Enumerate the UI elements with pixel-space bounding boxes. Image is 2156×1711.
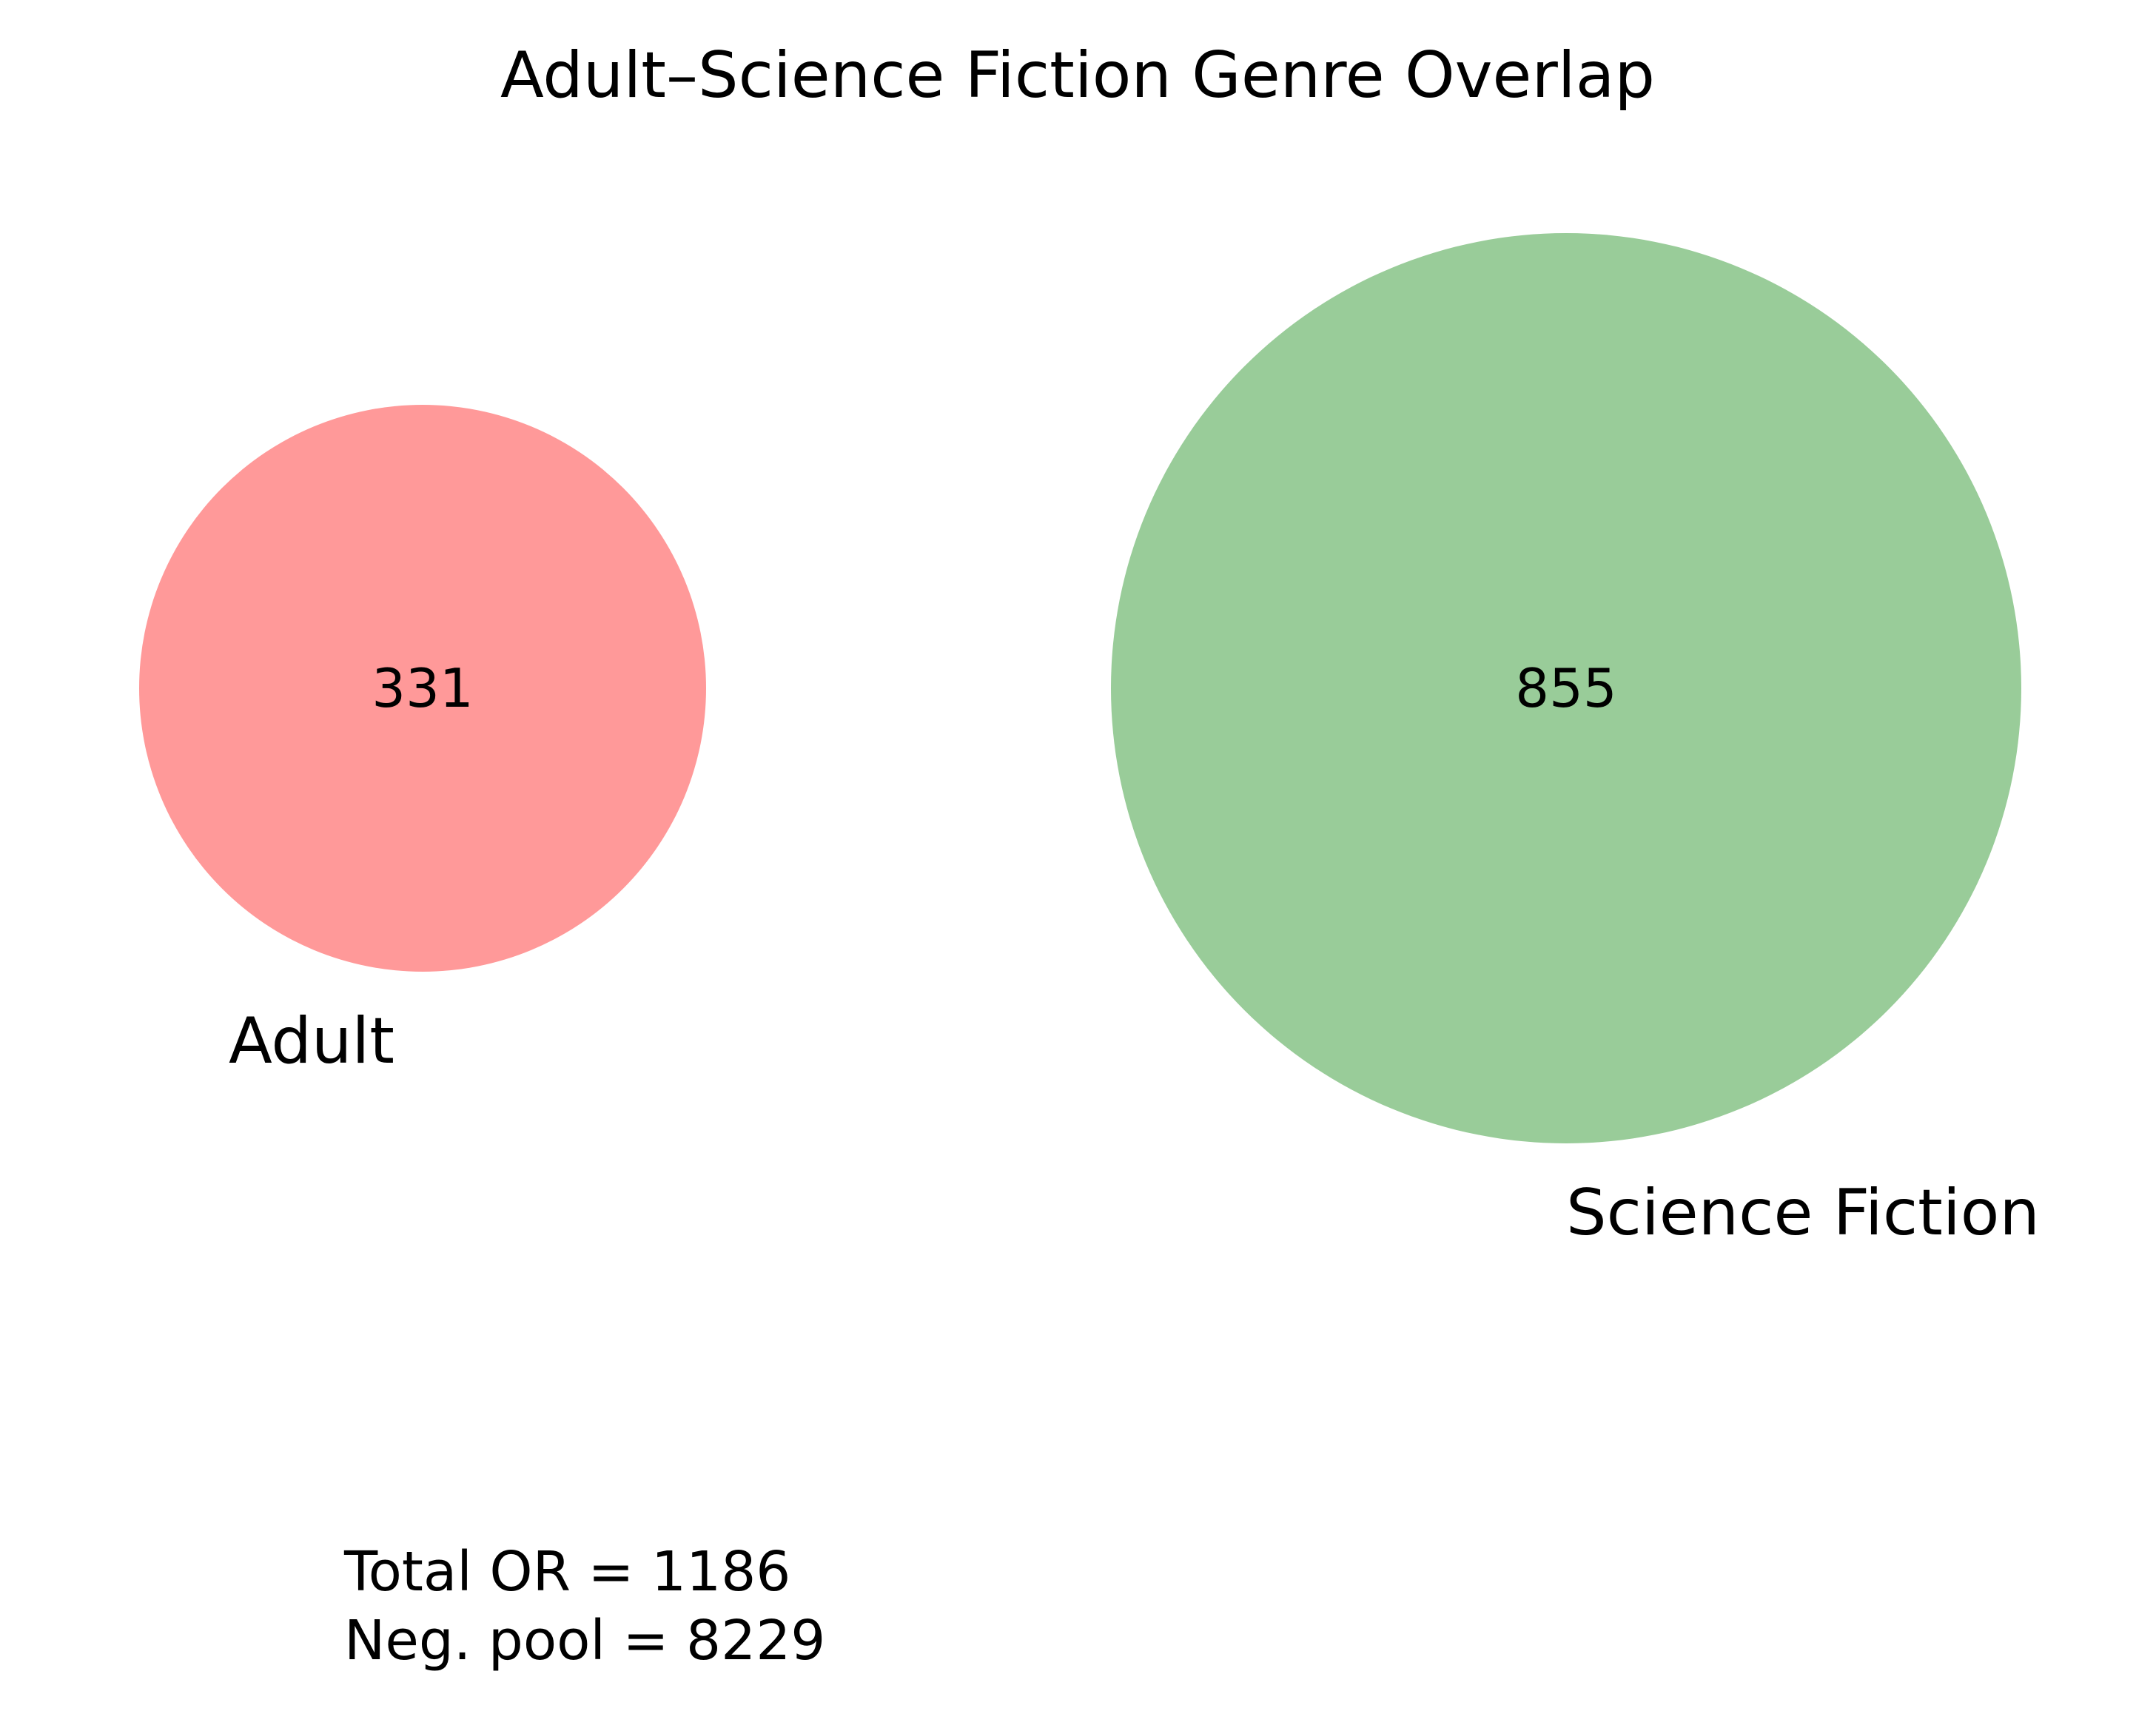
venn-count-science-fiction: 855	[1515, 657, 1616, 719]
venn-label-science-fiction: Science Fiction	[1566, 1176, 2040, 1250]
venn-label-adult: Adult	[229, 1004, 394, 1078]
venn-circle-science-fiction	[1111, 233, 2021, 1143]
chart-title: Adult–Science Fiction Genre Overlap	[500, 38, 1655, 112]
stats-total-or: Total OR = 1186	[343, 1540, 790, 1604]
venn-count-adult: 331	[372, 657, 473, 719]
stats-neg-pool: Neg. pool = 8229	[344, 1609, 825, 1673]
venn-circle-adult	[139, 405, 706, 972]
